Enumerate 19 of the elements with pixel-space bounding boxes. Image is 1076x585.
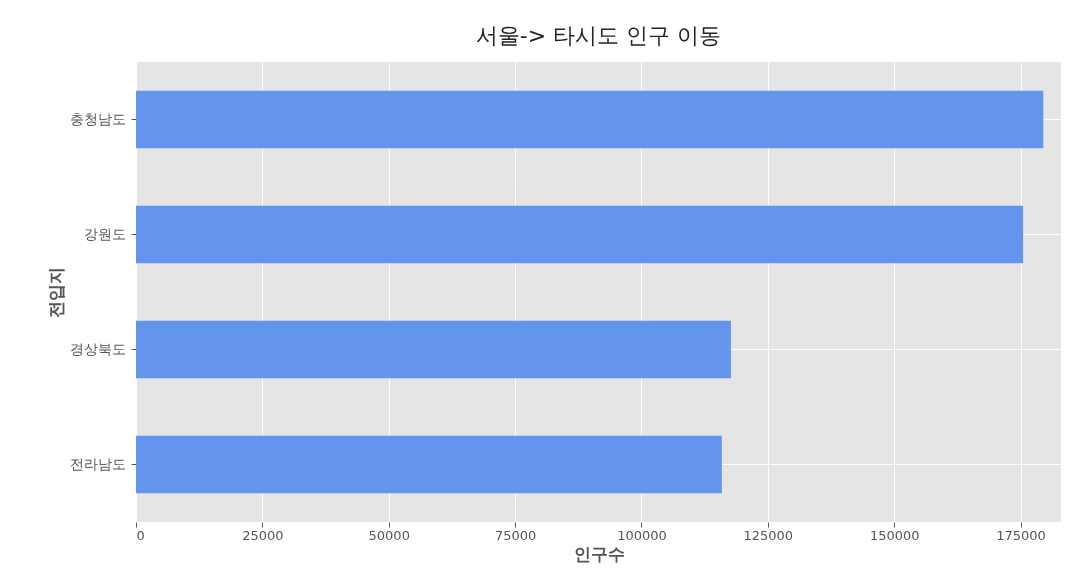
chart-title: 서울-> 타시도 인구 이동: [475, 23, 722, 48]
x-tick-label: 0: [136, 527, 145, 543]
y-tick-label: 강원도: [83, 225, 126, 242]
x-tick-label: 100000: [617, 527, 667, 543]
x-axis-title: 인구수: [573, 543, 625, 564]
x-tick-label: 75000: [494, 527, 537, 543]
x-tick-label: 125000: [743, 527, 794, 543]
bar: [136, 435, 722, 494]
x-tick-label: 150000: [869, 527, 920, 543]
bar: [136, 205, 1024, 264]
x-tick-label: 25000: [242, 527, 284, 543]
bar: [136, 90, 1044, 149]
x-tick-label: 50000: [368, 527, 410, 543]
y-axis-title: 전입지: [45, 267, 66, 318]
bar: [136, 320, 731, 379]
y-tick-label: 전라남도: [69, 455, 126, 472]
y-tick-label: 경상북도: [69, 340, 126, 357]
x-tick-label: 175000: [996, 527, 1046, 543]
y-tick-label: 충청남도: [69, 110, 126, 127]
